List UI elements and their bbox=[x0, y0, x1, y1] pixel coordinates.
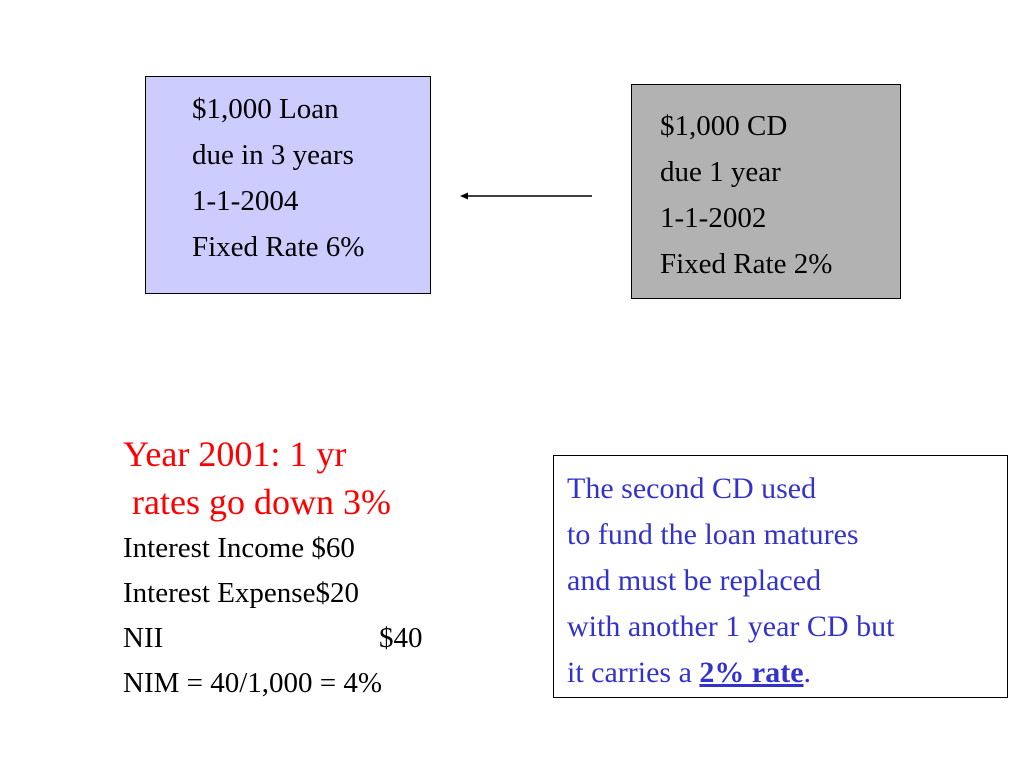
nii-label: NII bbox=[123, 622, 164, 654]
loan-term: due in 3 years bbox=[192, 139, 354, 171]
cd-box: $1,000 CD due 1 year 1-1-2002 Fixed Rate… bbox=[631, 84, 901, 299]
loan-box: $1,000 Loan due in 3 years 1-1-2004 Fixe… bbox=[145, 76, 431, 294]
cd-due-date: 1-1-2002 bbox=[660, 202, 767, 234]
note-line-4: with another 1 year CD but bbox=[567, 610, 895, 643]
note-line-3: and must be replaced bbox=[567, 564, 822, 597]
cd-term: due 1 year bbox=[660, 156, 781, 188]
note-line-5-prefix: it carries a bbox=[567, 656, 700, 689]
summary-heading-line1: Year 2001: 1 yr bbox=[123, 434, 347, 474]
loan-amount: $1,000 Loan bbox=[192, 93, 339, 125]
loan-due-date: 1-1-2004 bbox=[192, 185, 299, 217]
cd-rate: Fixed Rate 2% bbox=[660, 248, 833, 280]
year-2001-summary: Year 2001: 1 yr rates go down 3% Interes… bbox=[123, 430, 503, 706]
note-line-5: it carries a 2% rate. bbox=[567, 650, 1007, 696]
note-line-1: The second CD used bbox=[567, 472, 817, 505]
nim-calculation: NIM = 40/1,000 = 4% bbox=[123, 667, 383, 699]
note-line-5-suffix: . bbox=[803, 656, 812, 689]
loan-rate: Fixed Rate 6% bbox=[192, 231, 365, 263]
funding-arrow-icon bbox=[460, 192, 592, 200]
note-line-2: to fund the loan matures bbox=[567, 518, 859, 551]
interest-income: Interest Income $60 bbox=[123, 532, 355, 564]
nii-row: NII $40 bbox=[123, 616, 503, 661]
note-rate-emphasis: 2% rate bbox=[699, 656, 804, 689]
interest-expense: Interest Expense$20 bbox=[123, 577, 359, 609]
summary-heading-line2: rates go down 3% bbox=[123, 482, 391, 522]
note-box: The second CD used to fund the loan matu… bbox=[553, 455, 1008, 698]
cd-amount: $1,000 CD bbox=[660, 110, 788, 142]
nii-value: $40 bbox=[379, 622, 423, 654]
